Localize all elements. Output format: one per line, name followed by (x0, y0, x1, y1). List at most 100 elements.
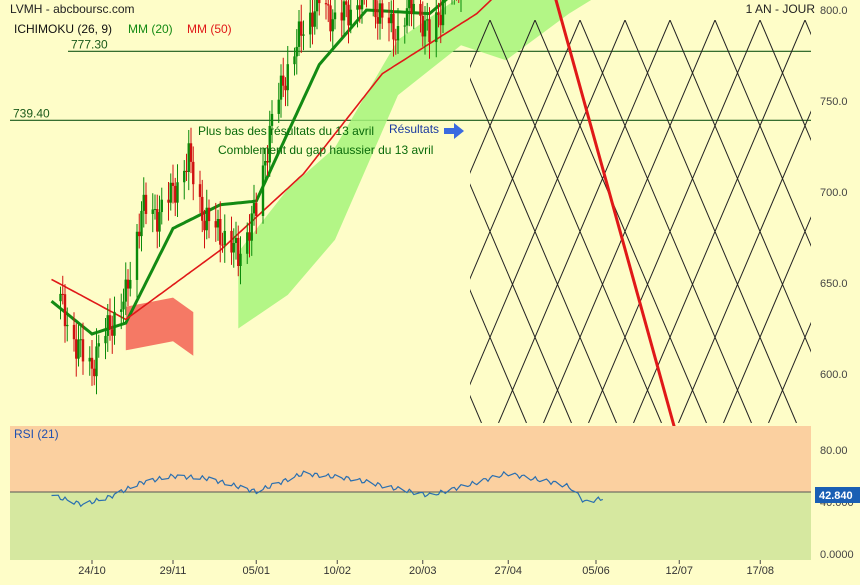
candle-body (201, 196, 204, 221)
rsi-last-value-label: 42.840 (819, 490, 853, 502)
candle-body (232, 243, 235, 253)
y-tick-label: 750.0 (820, 96, 848, 108)
candle-body (192, 161, 195, 185)
moving-averages-layer (50, 0, 493, 336)
candle-body (151, 209, 154, 214)
results-arrow-icon (444, 123, 464, 139)
candle-body (174, 185, 177, 203)
candle-body (59, 293, 62, 302)
candle-body (412, 3, 415, 14)
candle-body (77, 339, 80, 359)
lattice-line-down (470, 77, 617, 423)
rsi-line (51, 470, 604, 508)
y-tick-label: 800.0 (820, 5, 848, 17)
candle-body (113, 311, 116, 336)
candle-body (250, 213, 253, 241)
mm50-line (51, 0, 493, 321)
candle-body (140, 210, 143, 237)
candle-body (176, 182, 179, 203)
ichimoku-cloud-bearish (125, 297, 194, 356)
candle-body (324, 3, 328, 5)
candle-body (104, 335, 107, 344)
rsi-oversold-zone (10, 492, 811, 560)
mm20-line (50, 0, 448, 336)
candle-body (189, 143, 193, 162)
x-tick-label: 12/07 (665, 565, 693, 577)
legend-mm20[interactable]: MM (20) (128, 22, 173, 36)
candle-body (293, 56, 296, 65)
axes-layer: 600.0650.0700.0750.0800.0850.0900.0950.0… (78, 5, 848, 577)
candle-body (421, 15, 424, 37)
candle-body (282, 75, 285, 86)
candle-body (142, 194, 145, 211)
x-tick-label: 20/03 (409, 565, 437, 577)
y-tick-label: 600.0 (820, 369, 848, 381)
candle-body (302, 34, 305, 36)
lattice-line-down (669, 20, 811, 353)
lattice-line-down (470, 183, 572, 423)
candle-body (214, 221, 217, 228)
candle-body (358, 5, 361, 10)
x-tick-label: 29/11 (160, 565, 187, 577)
candle-body (167, 199, 170, 203)
candle-body (327, 4, 330, 6)
candle-body (311, 12, 314, 27)
candle-body (342, 1, 346, 21)
candle-body (156, 209, 159, 232)
lattice-line-down (714, 20, 811, 247)
lattice-line-up (723, 216, 811, 423)
candle-body (356, 5, 359, 10)
candle-body (72, 324, 76, 340)
candle-body (345, 1, 348, 5)
candle-body (221, 244, 224, 246)
candle-body (122, 301, 125, 310)
candle-body (124, 279, 127, 302)
candle-body (279, 75, 283, 100)
rsi-y-tick-label: 0.0000 (820, 549, 854, 561)
candle-body (120, 309, 123, 312)
candle-body (313, 11, 316, 27)
candle-body (270, 113, 274, 126)
ichimoku-cloud-bullish (238, 0, 592, 329)
candle-body (88, 357, 91, 362)
candle-body (129, 279, 132, 289)
candle-body (284, 85, 287, 91)
candle-body (252, 202, 256, 214)
level-label: 739.40 (13, 106, 50, 120)
candle-body (396, 26, 400, 41)
candle-body (297, 21, 301, 47)
candle-body (437, 12, 440, 15)
candle-body (239, 253, 242, 266)
x-tick-label: 10/02 (323, 565, 351, 577)
lattice-line-down (579, 20, 752, 423)
chart-period[interactable]: 1 AN - JOUR (746, 2, 816, 16)
legend-mm50[interactable]: MM (50) (187, 22, 232, 36)
support-annotation: Plus bas des résultats du 13 avril (198, 124, 374, 138)
candle-body (374, 0, 377, 18)
candle-body (153, 209, 157, 211)
candle-body (295, 46, 298, 57)
legend-ichimoku[interactable]: ICHIMOKU (26, 9) (14, 22, 112, 36)
lattice-line-up (470, 20, 626, 386)
candle-body (185, 170, 188, 172)
x-tick-label: 17/08 (746, 565, 774, 577)
level-label: 777.30 (71, 37, 108, 51)
candle-body (331, 19, 334, 32)
projection-grid-layer (470, 20, 811, 423)
candle-body (300, 21, 303, 36)
candle-body (126, 279, 130, 289)
candle-body (423, 20, 427, 37)
ichimoku-cloud-layer (125, 0, 592, 356)
candle-body (261, 165, 265, 216)
candle-body (318, 0, 321, 4)
candle-body (79, 339, 82, 341)
candle-body (266, 160, 269, 163)
lattice-line-down (624, 20, 797, 423)
candle-body (144, 194, 148, 214)
trend-layer (554, 0, 677, 430)
candle-body (223, 230, 226, 245)
